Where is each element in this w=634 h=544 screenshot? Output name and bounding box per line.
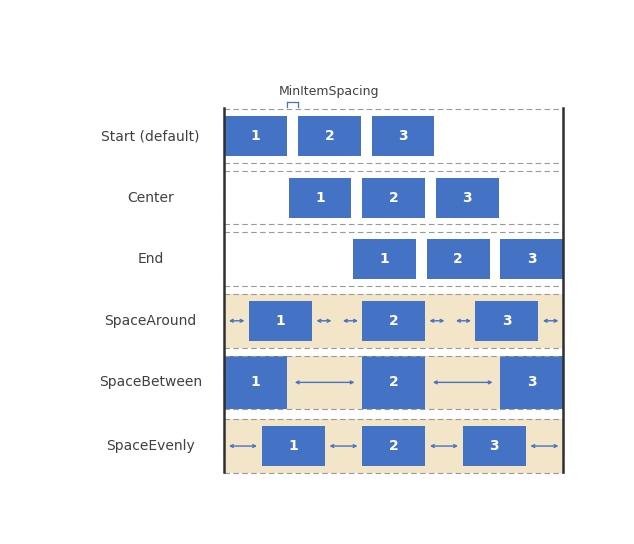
Text: 3: 3 xyxy=(489,439,499,453)
Bar xyxy=(262,426,325,466)
Bar xyxy=(224,294,563,348)
Bar xyxy=(500,239,563,279)
Text: End: End xyxy=(138,252,164,266)
Text: 2: 2 xyxy=(389,190,399,205)
Bar xyxy=(353,239,416,279)
Text: 2: 2 xyxy=(325,129,334,143)
Text: Center: Center xyxy=(127,190,174,205)
Text: 2: 2 xyxy=(453,252,463,266)
Text: 1: 1 xyxy=(315,190,325,205)
Bar xyxy=(500,362,563,402)
Text: MinItemSpacing: MinItemSpacing xyxy=(279,85,380,98)
Text: 2: 2 xyxy=(389,314,399,328)
Bar xyxy=(362,178,425,218)
Bar xyxy=(224,356,563,409)
Bar xyxy=(463,426,526,466)
Text: Start (default): Start (default) xyxy=(101,129,200,143)
Bar xyxy=(288,178,351,218)
Bar xyxy=(298,116,361,156)
Bar xyxy=(224,419,563,473)
Text: 3: 3 xyxy=(398,129,408,143)
Text: 1: 1 xyxy=(251,129,261,143)
Text: 3: 3 xyxy=(502,314,512,328)
Bar xyxy=(425,356,500,409)
Text: SpaceEvenly: SpaceEvenly xyxy=(106,439,195,453)
Bar xyxy=(224,362,287,402)
Text: 3: 3 xyxy=(527,252,536,266)
Bar xyxy=(436,178,499,218)
Text: SpaceBetween: SpaceBetween xyxy=(99,375,202,390)
Bar xyxy=(249,301,312,341)
Bar xyxy=(372,116,434,156)
Bar xyxy=(362,426,425,466)
Bar xyxy=(476,301,538,341)
Bar xyxy=(427,239,489,279)
Bar xyxy=(362,301,425,341)
Text: 1: 1 xyxy=(276,314,285,328)
Text: 2: 2 xyxy=(389,375,399,390)
Text: 1: 1 xyxy=(288,439,298,453)
Text: 1: 1 xyxy=(251,375,261,390)
Bar xyxy=(362,362,425,402)
Bar xyxy=(287,356,362,409)
Text: SpaceAround: SpaceAround xyxy=(105,314,197,328)
Text: 2: 2 xyxy=(389,439,399,453)
Text: 3: 3 xyxy=(527,375,536,390)
Bar xyxy=(224,116,287,156)
Text: 1: 1 xyxy=(380,252,389,266)
Text: 3: 3 xyxy=(463,190,472,205)
